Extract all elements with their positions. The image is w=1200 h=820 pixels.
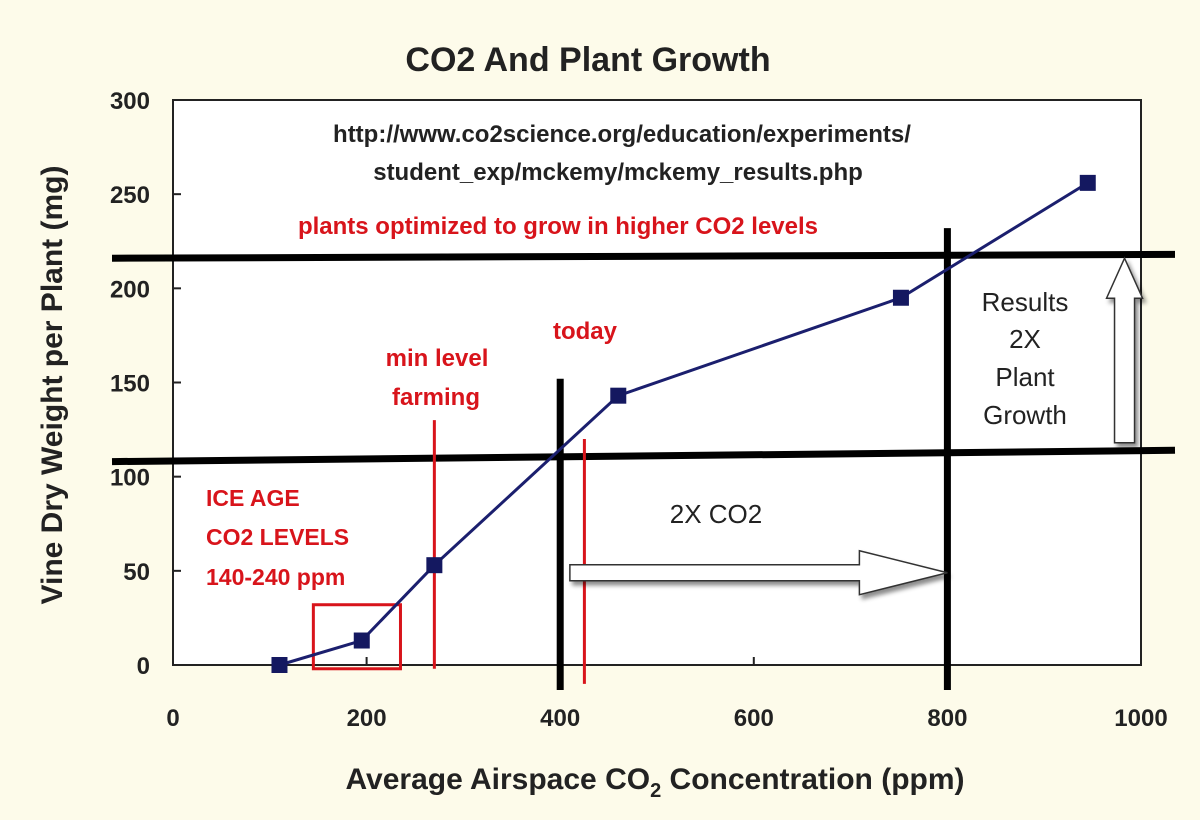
- y-tick-label: 0: [137, 653, 150, 680]
- results-label-line-1: Results: [982, 287, 1069, 317]
- data-point: [892, 289, 909, 306]
- x-tick-label: 800: [927, 705, 967, 732]
- x-tick-label: 200: [347, 705, 387, 732]
- horizontal-reference-line: [111, 446, 1176, 466]
- y-tick-label: 300: [110, 88, 150, 115]
- y-tick-label: 250: [110, 182, 150, 209]
- y-tick-label: 200: [110, 276, 150, 303]
- y-tick-label: 50: [123, 559, 150, 586]
- data-point: [426, 557, 443, 574]
- data-point: [271, 657, 288, 673]
- min-level-annotation-line-1: min level: [386, 345, 489, 372]
- min-level-annotation-line-2: farming: [392, 384, 480, 411]
- series-line: [279, 181, 1089, 667]
- data-point: [610, 387, 627, 404]
- ice-age-annotation-line-2: CO2 LEVELS: [206, 524, 349, 550]
- x-tick-label: 600: [734, 705, 774, 732]
- x-tick-label: 400: [540, 705, 580, 732]
- ice-age-annotation-line-3: 140-240 ppm: [206, 564, 345, 590]
- chart-title: CO2 And Plant Growth: [405, 41, 770, 79]
- x-axis-label-tail: Concentration (ppm): [661, 763, 964, 796]
- results-label-line-4: Growth: [983, 400, 1067, 430]
- today-annotation: today: [553, 318, 618, 345]
- x-tick-label: 0: [166, 705, 179, 732]
- double-co2-arrow: [569, 549, 948, 596]
- source-url-line-1: http://www.co2science.org/education/expe…: [333, 121, 911, 148]
- x-tick-label: 1000: [1114, 705, 1167, 732]
- y-axis-label: Vine Dry Weight per Plant (mg): [36, 166, 69, 605]
- x-axis-label-subscript: 2: [650, 780, 661, 802]
- y-tick-label: 150: [110, 371, 150, 398]
- ice-age-annotation-line-1: ICE AGE: [206, 485, 300, 511]
- results-label-line-3: Plant: [995, 362, 1055, 392]
- source-url-line-2: student_exp/mckemy/mckemy_results.php: [373, 159, 863, 186]
- data-point: [353, 632, 370, 649]
- horizontal-reference-line: [111, 250, 1176, 262]
- results-arrow: [1105, 256, 1144, 444]
- double-co2-annotation: 2X CO2: [670, 499, 763, 529]
- x-axis-label-main: Average Airspace CO: [345, 763, 650, 796]
- optimized-annotation: plants optimized to grow in higher CO2 l…: [298, 213, 818, 240]
- x-axis-label: Average Airspace CO2 Concentration (ppm): [345, 763, 964, 802]
- ice-age-highlight-box: [311, 603, 402, 671]
- results-label-line-2: 2X: [1009, 324, 1041, 354]
- data-point: [1079, 174, 1096, 191]
- y-tick-label: 100: [110, 465, 150, 492]
